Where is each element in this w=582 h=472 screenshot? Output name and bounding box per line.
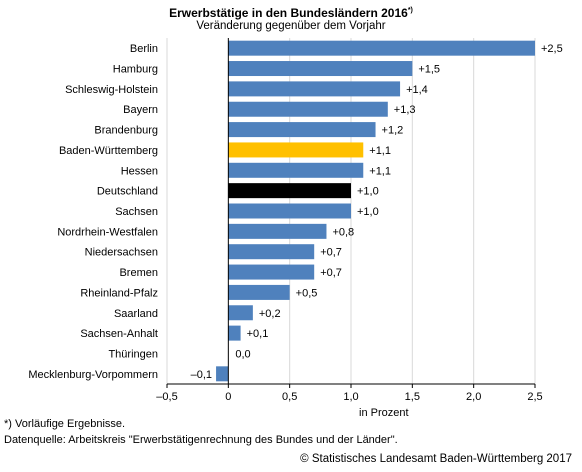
bar-sachsen xyxy=(228,203,351,219)
value-label-bremen: +0,7 xyxy=(320,267,342,279)
value-label-bayern: +1,3 xyxy=(394,104,416,116)
bar-brandenburg xyxy=(228,122,376,138)
bar-berlin xyxy=(228,40,536,56)
category-label-niedersachsen: Niedersachsen xyxy=(85,247,158,259)
category-label-saarland: Saarland xyxy=(114,308,158,320)
chart-subtitle: Veränderung gegenüber dem Vorjahr xyxy=(196,20,386,32)
value-label-deutschland: +1,0 xyxy=(357,186,379,198)
x-axis-label: in Prozent xyxy=(359,407,409,419)
bar-hamburg xyxy=(228,61,413,77)
value-label-baden-wuerttemberg: +1,1 xyxy=(369,145,391,157)
value-label-hamburg: +1,5 xyxy=(418,64,440,76)
value-label-sachsen: +1,0 xyxy=(357,206,379,218)
data-source: Datenquelle: Arbeitskreis "Erwerbstätige… xyxy=(4,434,398,446)
x-tick-label: 0 xyxy=(225,391,231,403)
bar-chart: Berlin Hamburg Schleswig-Holstein Bayern Bra… xyxy=(28,38,563,419)
category-label-rheinland-pfalz: Rheinland-Pfalz xyxy=(80,287,158,299)
value-label-nordrhein-westfalen: +0,8 xyxy=(332,226,354,238)
x-tick-label: 1,0 xyxy=(343,391,358,403)
category-label-baden-wuerttemberg: Baden-Württemberg xyxy=(59,145,158,157)
copyright: © Statistisches Landesamt Baden-Württemb… xyxy=(300,453,572,465)
category-labels: Berlin Hamburg Schleswig-Holstein Bayern Bra… xyxy=(28,43,158,381)
chart-title-footnote-mark: *) xyxy=(407,7,413,14)
category-label-hessen: Hessen xyxy=(121,165,158,177)
bar-schleswig-holstein xyxy=(228,81,401,97)
category-label-bremen: Bremen xyxy=(119,267,158,279)
bar-nordrhein-westfalen xyxy=(228,223,327,239)
category-label-nordrhein-westfalen: Nordrhein-Westfalen xyxy=(57,226,158,238)
bar-mecklenburg-vorpommern xyxy=(216,366,229,382)
x-tick-label: 2,5 xyxy=(527,391,542,403)
x-tick-label: 2,0 xyxy=(466,391,481,403)
bar-deutschland xyxy=(228,183,351,199)
category-label-thueringen: Thüringen xyxy=(108,348,158,360)
bar-bayern xyxy=(228,101,388,117)
value-labels: +2,5+1,5+1,4+1,3+1,2+1,1+1,1+1,0+1,0+0,8… xyxy=(191,43,563,381)
bars xyxy=(216,40,536,382)
value-label-rheinland-pfalz: +0,5 xyxy=(296,287,318,299)
category-label-schleswig-holstein: Schleswig-Holstein xyxy=(65,84,158,96)
category-label-deutschland: Deutschland xyxy=(97,186,158,198)
x-tick-label: 0,5 xyxy=(282,391,297,403)
value-label-schleswig-holstein: +1,4 xyxy=(406,84,428,96)
category-label-brandenburg: Brandenburg xyxy=(94,125,158,137)
value-label-brandenburg: +1,2 xyxy=(382,125,404,137)
x-tick-label: 1,5 xyxy=(405,391,420,403)
value-label-hessen: +1,1 xyxy=(369,165,391,177)
category-label-mecklenburg-vorpommern: Mecklenburg-Vorpommern xyxy=(28,369,158,381)
bar-rheinland-pfalz xyxy=(228,284,290,300)
chart-title-text: Erwerbstätige in den Bundesländern 2016 xyxy=(169,6,408,20)
footnote: *) Vorläufige Ergebnisse. xyxy=(4,418,126,430)
bar-bremen xyxy=(228,264,315,280)
value-label-thueringen: 0,0 xyxy=(235,348,250,360)
x-tick-label: –0,5 xyxy=(156,391,177,403)
bar-baden-wuerttemberg xyxy=(228,142,364,158)
x-axis: –0,5 0 0,5 1,0 1,5 2,0 2,5 in Prozent xyxy=(156,38,543,419)
category-label-hamburg: Hamburg xyxy=(113,64,158,76)
category-label-sachsen: Sachsen xyxy=(115,206,158,218)
value-label-berlin: +2,5 xyxy=(541,43,563,55)
bar-sachsen-anhalt xyxy=(228,325,241,341)
value-label-niedersachsen: +0,7 xyxy=(320,247,342,259)
category-label-sachsen-anhalt: Sachsen-Anhalt xyxy=(80,328,158,340)
bar-hessen xyxy=(228,162,364,178)
bar-saarland xyxy=(228,305,253,321)
value-label-saarland: +0,2 xyxy=(259,308,281,320)
category-label-berlin: Berlin xyxy=(130,43,158,55)
bar-niedersachsen xyxy=(228,244,315,260)
value-label-sachsen-anhalt: +0,1 xyxy=(247,328,269,340)
chart-title: Erwerbstätige in den Bundesländern 2016*… xyxy=(0,4,582,20)
category-label-bayern: Bayern xyxy=(123,104,158,116)
value-label-mecklenburg-vorpommern: –0,1 xyxy=(191,369,212,381)
